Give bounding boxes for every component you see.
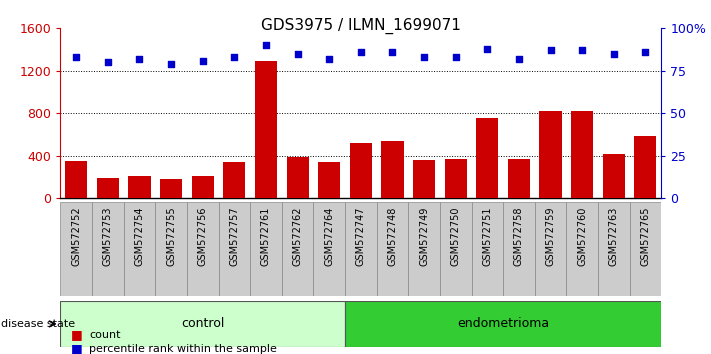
Point xyxy=(513,56,525,62)
Text: endometrioma: endometrioma xyxy=(457,318,549,330)
Bar xyxy=(377,202,408,296)
Bar xyxy=(598,202,630,296)
Bar xyxy=(192,177,214,198)
Text: GSM572764: GSM572764 xyxy=(324,206,334,266)
Bar xyxy=(60,301,345,347)
Text: GSM572752: GSM572752 xyxy=(71,206,81,266)
Bar xyxy=(60,202,92,296)
Bar xyxy=(571,111,593,198)
Text: GSM572761: GSM572761 xyxy=(261,206,271,266)
Text: ■: ■ xyxy=(71,342,83,354)
Point xyxy=(577,47,588,53)
Text: ■: ■ xyxy=(71,328,83,341)
Bar xyxy=(444,159,466,198)
Bar xyxy=(318,162,341,198)
Bar xyxy=(282,202,314,296)
Bar xyxy=(255,61,277,198)
Text: GSM572759: GSM572759 xyxy=(545,206,555,266)
Bar xyxy=(471,202,503,296)
Bar xyxy=(413,160,435,198)
Point xyxy=(260,42,272,48)
Text: control: control xyxy=(181,318,225,330)
Point xyxy=(545,47,556,53)
Bar xyxy=(503,202,535,296)
Text: GSM572763: GSM572763 xyxy=(609,206,619,266)
Text: GSM572753: GSM572753 xyxy=(103,206,113,266)
Bar xyxy=(508,159,530,198)
Point xyxy=(640,49,651,55)
Bar xyxy=(408,202,440,296)
Text: GSM572748: GSM572748 xyxy=(387,206,397,266)
Bar xyxy=(381,141,404,198)
Bar xyxy=(345,202,377,296)
Text: GSM572756: GSM572756 xyxy=(198,206,208,266)
Bar xyxy=(129,177,151,198)
Text: percentile rank within the sample: percentile rank within the sample xyxy=(89,344,277,354)
Text: GSM572760: GSM572760 xyxy=(577,206,587,266)
Bar xyxy=(160,179,182,198)
Text: GSM572754: GSM572754 xyxy=(134,206,144,266)
Bar xyxy=(65,161,87,198)
Bar xyxy=(476,118,498,198)
Point xyxy=(134,56,145,62)
Bar xyxy=(250,202,282,296)
Bar xyxy=(440,202,471,296)
Text: GSM572758: GSM572758 xyxy=(514,206,524,266)
Bar xyxy=(97,178,119,198)
Bar xyxy=(92,202,124,296)
Point xyxy=(229,55,240,60)
Bar xyxy=(218,202,250,296)
Text: GSM572751: GSM572751 xyxy=(482,206,492,266)
Point xyxy=(481,46,493,52)
Point xyxy=(292,51,304,57)
Bar xyxy=(603,154,625,198)
Bar xyxy=(567,202,598,296)
Bar xyxy=(540,111,562,198)
Text: GSM572749: GSM572749 xyxy=(419,206,429,266)
Text: GSM572757: GSM572757 xyxy=(230,206,240,266)
Point xyxy=(197,58,208,63)
Point xyxy=(608,51,619,57)
Bar xyxy=(350,143,372,198)
Text: GSM572762: GSM572762 xyxy=(293,206,303,266)
Bar xyxy=(287,157,309,198)
Bar xyxy=(223,162,245,198)
Bar xyxy=(314,202,345,296)
Point xyxy=(450,55,461,60)
Text: GSM572747: GSM572747 xyxy=(356,206,366,266)
Bar xyxy=(187,202,218,296)
Bar xyxy=(634,136,656,198)
Point xyxy=(418,55,429,60)
Text: GSM572755: GSM572755 xyxy=(166,206,176,266)
Point xyxy=(387,49,398,55)
Bar xyxy=(155,202,187,296)
Bar xyxy=(630,202,661,296)
Text: GSM572765: GSM572765 xyxy=(641,206,651,266)
Point xyxy=(356,49,367,55)
Point xyxy=(70,55,82,60)
Bar xyxy=(124,202,155,296)
Text: GSM572750: GSM572750 xyxy=(451,206,461,266)
Bar xyxy=(345,301,661,347)
Point xyxy=(324,56,335,62)
Point xyxy=(102,59,114,65)
Text: disease state: disease state xyxy=(1,319,75,329)
Bar xyxy=(535,202,567,296)
Text: GDS3975 / ILMN_1699071: GDS3975 / ILMN_1699071 xyxy=(261,18,461,34)
Text: count: count xyxy=(89,330,120,339)
Point xyxy=(166,61,177,67)
